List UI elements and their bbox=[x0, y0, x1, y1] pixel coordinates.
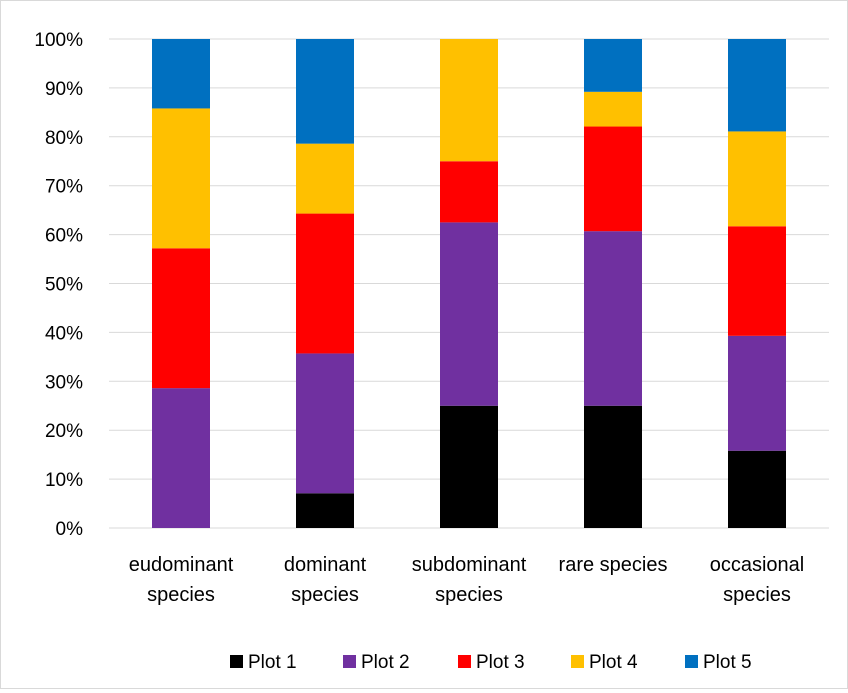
bars bbox=[152, 39, 786, 528]
x-axis-labels: eudominant species dominant species subdomin… bbox=[129, 554, 805, 606]
bar-segment bbox=[728, 39, 786, 132]
x-tick-label: occasional bbox=[710, 554, 805, 576]
x-tick-label: rare species bbox=[559, 554, 668, 576]
legend-label: Plot 5 bbox=[703, 652, 752, 673]
bar-segment bbox=[584, 39, 642, 92]
bar-segment bbox=[296, 143, 354, 214]
y-tick-label: 90% bbox=[45, 79, 83, 100]
x-tick-label: eudominant bbox=[129, 554, 234, 576]
x-tick-label: species bbox=[147, 584, 215, 606]
x-tick-label: subdominant bbox=[412, 554, 527, 576]
bar-segment bbox=[728, 450, 786, 528]
bar-segment bbox=[584, 231, 642, 406]
y-tick-label: 20% bbox=[45, 421, 83, 442]
legend: Plot 1 Plot 2 Plot 3 Plot 4 Plot 5 bbox=[230, 652, 752, 673]
bar-segment bbox=[296, 213, 354, 354]
legend-swatch bbox=[343, 655, 356, 668]
y-tick-label: 60% bbox=[45, 226, 83, 247]
x-tick-label: dominant bbox=[284, 554, 367, 576]
bar-segment bbox=[728, 131, 786, 227]
bar-segment bbox=[296, 39, 354, 144]
bar-segment bbox=[584, 91, 642, 127]
y-tick-label: 40% bbox=[45, 323, 83, 344]
bar-segment bbox=[584, 405, 642, 528]
bar-segment bbox=[440, 161, 498, 223]
bar-segment bbox=[152, 108, 210, 249]
legend-label: Plot 3 bbox=[476, 652, 525, 673]
bar-segment bbox=[152, 39, 210, 109]
bar-segment bbox=[584, 126, 642, 232]
legend-swatch bbox=[571, 655, 584, 668]
legend-label: Plot 4 bbox=[589, 652, 638, 673]
bar-segment bbox=[440, 222, 498, 406]
bar-segment bbox=[296, 353, 354, 494]
bar-segment bbox=[152, 388, 210, 528]
legend-swatch bbox=[685, 655, 698, 668]
y-tick-label: 10% bbox=[45, 470, 83, 491]
y-axis-labels: 0% 10% 20% 30% 40% 50% 60% 70% 80% 90% 100% bbox=[34, 30, 83, 540]
y-tick-label: 30% bbox=[45, 372, 83, 393]
bar-segment bbox=[440, 405, 498, 528]
bar-segment bbox=[728, 335, 786, 451]
legend-label: Plot 2 bbox=[361, 652, 410, 673]
bar-segment bbox=[440, 39, 498, 162]
y-tick-label: 0% bbox=[56, 519, 84, 540]
legend-swatch bbox=[458, 655, 471, 668]
x-tick-label: species bbox=[435, 584, 503, 606]
bar-segment bbox=[728, 226, 786, 336]
x-tick-label: species bbox=[723, 584, 791, 606]
legend-swatch bbox=[230, 655, 243, 668]
y-tick-label: 50% bbox=[45, 275, 83, 296]
y-tick-label: 100% bbox=[34, 30, 83, 51]
bar-segment bbox=[296, 493, 354, 528]
legend-label: Plot 1 bbox=[248, 652, 297, 673]
y-tick-label: 70% bbox=[45, 177, 83, 198]
bar-segment bbox=[152, 248, 210, 389]
y-tick-label: 80% bbox=[45, 128, 83, 149]
x-tick-label: species bbox=[291, 584, 359, 606]
